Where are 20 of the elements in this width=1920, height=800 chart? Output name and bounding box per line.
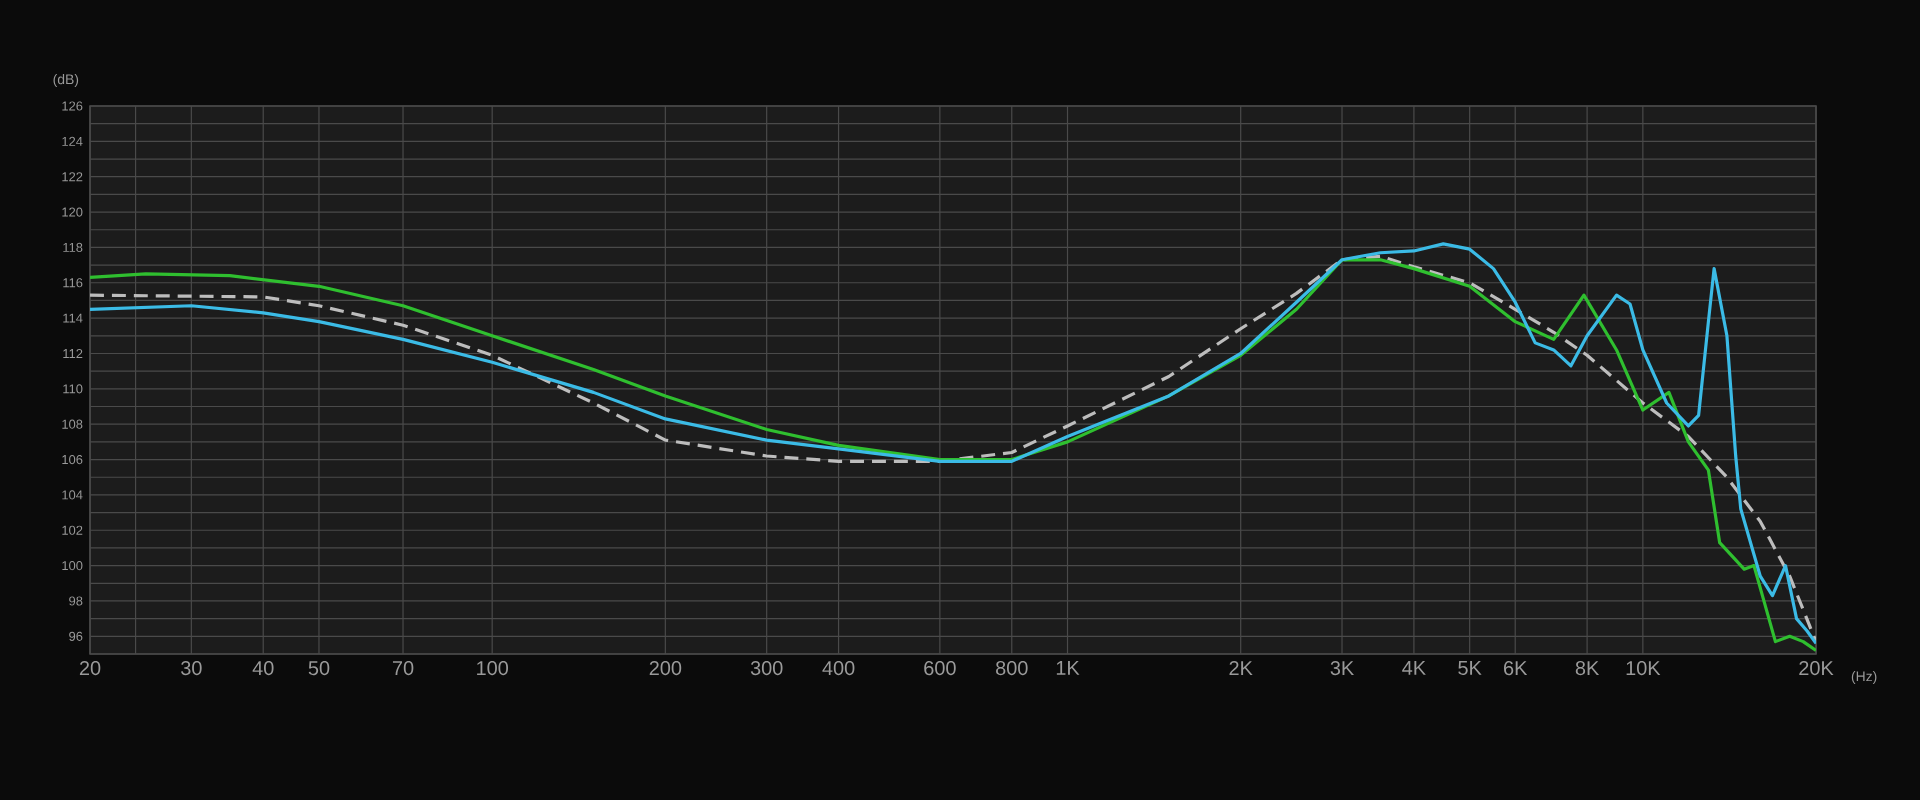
x-tick-label: 8K <box>1575 661 1600 676</box>
x-tick-label: 50 <box>308 661 330 676</box>
x-tick-label: 4K <box>1402 661 1426 675</box>
x-tick-label: 70 <box>392 661 414 676</box>
x-tick-label: 2K <box>1229 661 1253 675</box>
x-tick-label: 5K <box>1458 661 1482 675</box>
x-tick-label: 20K <box>1799 661 1834 676</box>
x-tick-label: 100 <box>477 661 509 676</box>
x-tick-label: 300 <box>750 661 783 676</box>
x-tick-label: 40 <box>252 661 274 676</box>
x-tick-label: 600 <box>924 661 956 676</box>
x-tick-label: 1K <box>1056 661 1080 675</box>
x-tick-label: 3K <box>1330 661 1354 676</box>
x-tick-label: 400 <box>822 661 855 676</box>
x-tick-label: 200 <box>649 661 682 676</box>
x-tick-label: 20 <box>79 661 101 676</box>
x-tick-label: 30 <box>181 661 202 676</box>
x-tick-label: 800 <box>996 661 1028 676</box>
x-tick-label: 6K <box>1504 661 1528 676</box>
x-tick-label: 10K <box>1626 661 1661 676</box>
